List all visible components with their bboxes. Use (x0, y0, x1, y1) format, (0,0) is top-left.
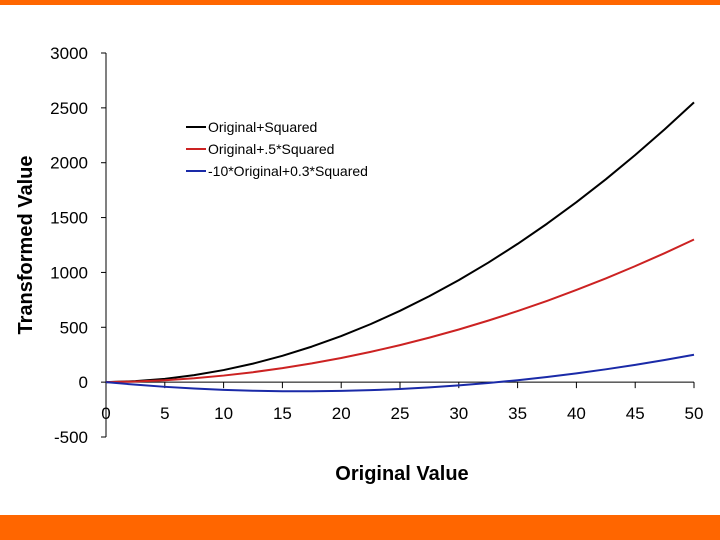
series-lines (105, 101, 695, 393)
series-line-3 (105, 353, 695, 393)
x-axis-title: Original Value (335, 463, 468, 485)
x-tick-label: 5 (160, 404, 169, 423)
y-tick-label: -500 (54, 428, 88, 447)
x-tick-label: 15 (273, 404, 292, 423)
y-tick-label: 2000 (50, 154, 88, 173)
top-accent-bar (0, 0, 720, 5)
legend-label: -10*Original+0.3*Squared (208, 163, 368, 179)
x-tick-label: 50 (685, 404, 704, 423)
y-tick-label: 3000 (50, 44, 88, 63)
line-chart: -500 0 500 1000 1500 2000 2500 3000 0 5 10 15 20 25 3… (15, 44, 703, 485)
legend-label: Original+.5*Squared (208, 141, 334, 157)
x-tick-label: 40 (567, 404, 586, 423)
y-tick-label: 1000 (50, 263, 88, 282)
y-tick-label: 2500 (50, 99, 88, 118)
x-tick-label: 25 (391, 404, 410, 423)
y-axis-ticks: -500 0 500 1000 1500 2000 2500 3000 (50, 44, 106, 447)
legend: Original+Squared Original+.5*Squared -10*O… (186, 119, 368, 179)
y-tick-label: 1500 (50, 209, 88, 228)
x-tick-label: 10 (214, 404, 233, 423)
y-axis-title: Transformed Value (15, 156, 37, 335)
x-tick-label: 45 (626, 404, 645, 423)
x-axis-ticks: 0 5 10 15 20 25 30 35 40 45 50 (101, 382, 703, 423)
y-tick-label: 500 (60, 318, 88, 337)
legend-label: Original+Squared (208, 119, 317, 135)
x-tick-label: 20 (332, 404, 351, 423)
bottom-accent-bar (0, 515, 720, 540)
x-tick-label: 35 (508, 404, 527, 423)
series-line-1 (105, 101, 695, 384)
y-tick-label: 0 (79, 373, 88, 392)
series-line-2 (105, 238, 695, 384)
x-tick-label: 30 (449, 404, 468, 423)
